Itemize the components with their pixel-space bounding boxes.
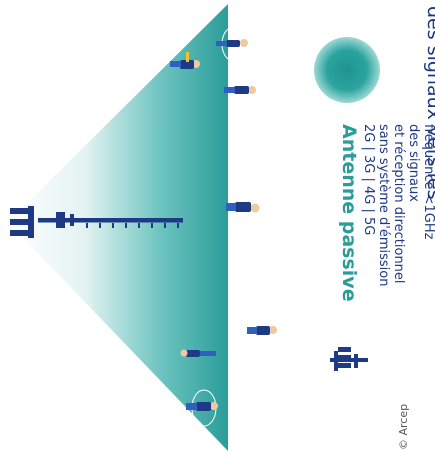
coverage-cone-shape <box>8 4 228 451</box>
legend-line-1: 2G | 3G | 4G | 5G <box>361 124 376 235</box>
copyright-text: © Arcep <box>397 404 410 450</box>
legend-line-3: et réception directionnel <box>391 124 406 284</box>
legend-line-5: fréquence <1GHz <box>421 124 435 240</box>
antenna-mast <box>10 206 183 238</box>
antenna-icon <box>330 347 368 371</box>
legend-title: Antenne passive <box>338 124 360 302</box>
person-figure-2 <box>170 52 200 69</box>
legend-line-2: sans système d'émission <box>376 124 391 286</box>
coverage-circle-icon <box>314 37 380 103</box>
person-figure-7 <box>186 389 218 427</box>
person-figure-4 <box>226 192 260 228</box>
header-partial-text: des signaux vers les <box>423 6 435 200</box>
person-figure-1 <box>216 27 248 61</box>
person-figure-6 <box>180 349 216 357</box>
legend-line-4: des signaux <box>406 124 421 202</box>
person-figure-5 <box>247 311 277 349</box>
coverage-cone-lower <box>8 222 228 451</box>
person-figure-3 <box>224 73 256 107</box>
